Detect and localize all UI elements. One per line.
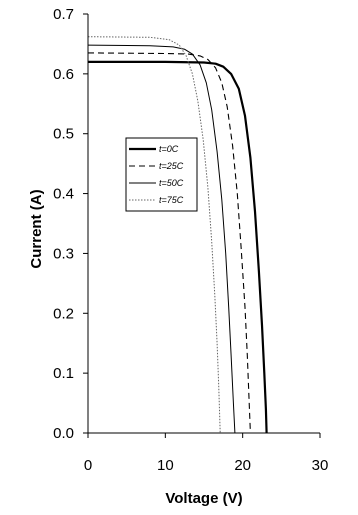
legend-label: t=50C xyxy=(159,178,184,188)
legend-label: t=25C xyxy=(159,161,184,171)
x-tick-label: 10 xyxy=(157,457,174,474)
x-tick-label: 30 xyxy=(312,457,329,474)
legend-box xyxy=(125,137,198,212)
series-line-1 xyxy=(88,60,268,434)
legend: t=0C t=25C t=50C t=75C xyxy=(125,137,198,212)
plot-area xyxy=(87,36,268,434)
y-axis-title: Current (A) xyxy=(28,189,45,268)
legend-label: t=75C xyxy=(159,195,184,205)
y-tick-label: 0.1 xyxy=(53,365,74,382)
legend-label: t=0C xyxy=(159,144,179,154)
y-tick-label: 0.3 xyxy=(53,245,74,262)
series-line-3 xyxy=(87,44,236,434)
series-line-4 xyxy=(87,36,221,434)
y-tick-label: 0.0 xyxy=(53,425,74,442)
y-tick-label: 0.6 xyxy=(53,66,74,83)
y-tick-label: 0.5 xyxy=(53,126,74,143)
x-tick-label: 0 xyxy=(84,457,92,474)
y-tick-label: 0.4 xyxy=(53,186,74,203)
x-axis-title: Voltage (V) xyxy=(165,490,242,507)
x-tick-label: 20 xyxy=(234,457,251,474)
y-tick-label: 0.2 xyxy=(53,305,74,322)
axes: 0.0 0.1 0.2 0.3 0.4 0.5 0.6 0.7 0 10 20 30 xyxy=(53,6,328,474)
series-line-2 xyxy=(87,52,251,434)
y-tick-label: 0.7 xyxy=(53,6,74,23)
